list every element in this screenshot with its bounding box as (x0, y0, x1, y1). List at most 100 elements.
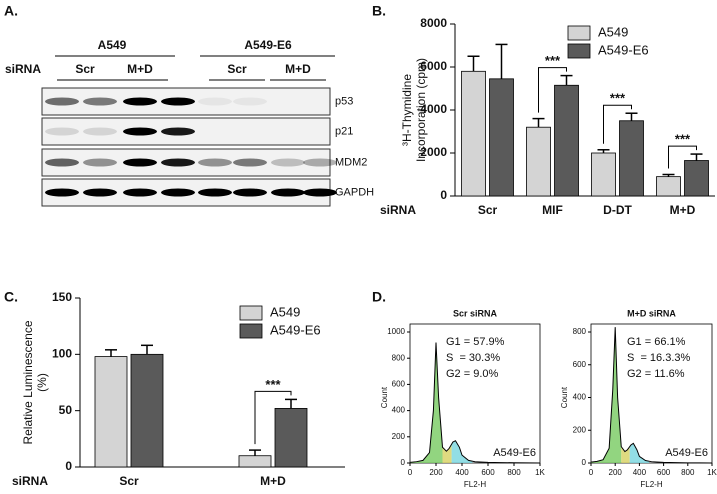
y-tick-label: 4000 (420, 102, 447, 116)
bar (94, 356, 128, 468)
histogram-line (409, 342, 541, 464)
y-axis-label: Count (560, 386, 569, 408)
error-bar (249, 449, 261, 456)
y-tick-label: 400 (573, 393, 587, 402)
lane-label: Scr (75, 62, 95, 76)
phase-fill (410, 342, 443, 463)
row-label: GAPDH (335, 186, 374, 198)
significance-label: *** (545, 53, 561, 68)
y-tick-label: 0 (582, 458, 587, 467)
y-tick-label: 0 (401, 458, 406, 467)
band (198, 97, 232, 106)
significance-label: *** (675, 132, 691, 147)
bar (656, 176, 681, 197)
y-tick-label: 100 (52, 347, 72, 361)
x-tick-label: 0 (589, 468, 594, 477)
x-axis-label: siRNA (380, 203, 416, 217)
y-tick-label: 400 (392, 406, 406, 415)
band (123, 127, 157, 136)
y-tick-label: 6000 (420, 59, 447, 73)
legend-swatch (567, 43, 591, 59)
row-label: p21 (335, 125, 353, 137)
band (271, 188, 305, 197)
phase-stat: G1 = 66.1% (627, 336, 686, 348)
legend-label: A549 (598, 24, 628, 39)
band (45, 188, 79, 197)
bar (526, 126, 551, 197)
panel-label: C. (4, 289, 18, 305)
lane-label: M+D (285, 62, 311, 76)
plot-frame (590, 323, 713, 464)
y-axis-label: (%) (35, 373, 49, 392)
error-bar (690, 153, 703, 161)
error-bar (467, 55, 480, 72)
significance-label: *** (265, 377, 281, 392)
x-tick-label: 600 (481, 468, 495, 477)
significance-label: *** (610, 91, 626, 106)
y-axis-label: ³H-Thymidine (400, 74, 414, 146)
band (83, 158, 117, 167)
y-tick-label: 50 (59, 403, 73, 417)
x-tick-label: 1K (707, 468, 717, 477)
significance-bracket (668, 145, 697, 169)
x-tick-label: 400 (633, 468, 647, 477)
x-tick-label: 400 (455, 468, 469, 477)
band (83, 97, 117, 106)
phase-stat: G1 = 57.9% (446, 336, 505, 348)
phase-stat: G2 = 11.6% (627, 368, 685, 380)
band (303, 158, 337, 167)
histogram-line (590, 327, 713, 464)
x-tick-label: 600 (657, 468, 671, 477)
x-tick-label: 0 (408, 468, 413, 477)
bar (461, 70, 486, 197)
band (198, 158, 232, 167)
band (83, 188, 117, 197)
x-tick-label: 200 (609, 468, 623, 477)
y-tick-label: 600 (392, 380, 406, 389)
x-tick-label: M+D (670, 203, 696, 217)
lane-label: M+D (127, 62, 153, 76)
significance-bracket (603, 104, 632, 144)
x-tick-label: 800 (681, 468, 695, 477)
band (303, 188, 337, 197)
error-bar (625, 112, 638, 121)
sirna-label: siRNA (5, 62, 41, 76)
y-axis-label: Relative Luminescence (21, 320, 35, 444)
sample-label: A549-E6 (665, 447, 708, 459)
bar (274, 408, 308, 468)
band (123, 188, 157, 197)
row-label: p53 (335, 95, 353, 107)
x-tick-label: 200 (429, 468, 443, 477)
group-label: A549-E6 (244, 38, 292, 52)
band (233, 97, 267, 106)
legend-swatch (239, 323, 263, 339)
bar (684, 160, 709, 197)
phase-fill (591, 332, 622, 463)
sample-label: A549-E6 (493, 447, 536, 459)
lane-label: Scr (227, 62, 247, 76)
y-tick-label: 2000 (420, 145, 447, 159)
significance-bracket (254, 390, 292, 445)
group-label: A549 (98, 38, 127, 52)
band (45, 158, 79, 167)
legend-swatch (567, 25, 591, 41)
band (161, 158, 195, 167)
x-tick-label: M+D (260, 474, 286, 488)
band (123, 97, 157, 106)
band (83, 127, 117, 136)
legend-swatch (239, 305, 263, 321)
panel-label: B. (372, 3, 386, 19)
row-label: MDM2 (335, 156, 367, 168)
band (123, 158, 157, 167)
band (198, 188, 232, 197)
band (233, 188, 267, 197)
x-axis-label: FL2-H (640, 480, 662, 489)
legend-label: A549-E6 (270, 322, 321, 337)
chart-title: Scr siRNA (453, 308, 498, 318)
band (161, 127, 195, 136)
phase-stat: S = 30.3% (446, 352, 500, 364)
error-bar (560, 74, 573, 86)
y-tick-label: 600 (573, 360, 587, 369)
bar (554, 84, 579, 197)
